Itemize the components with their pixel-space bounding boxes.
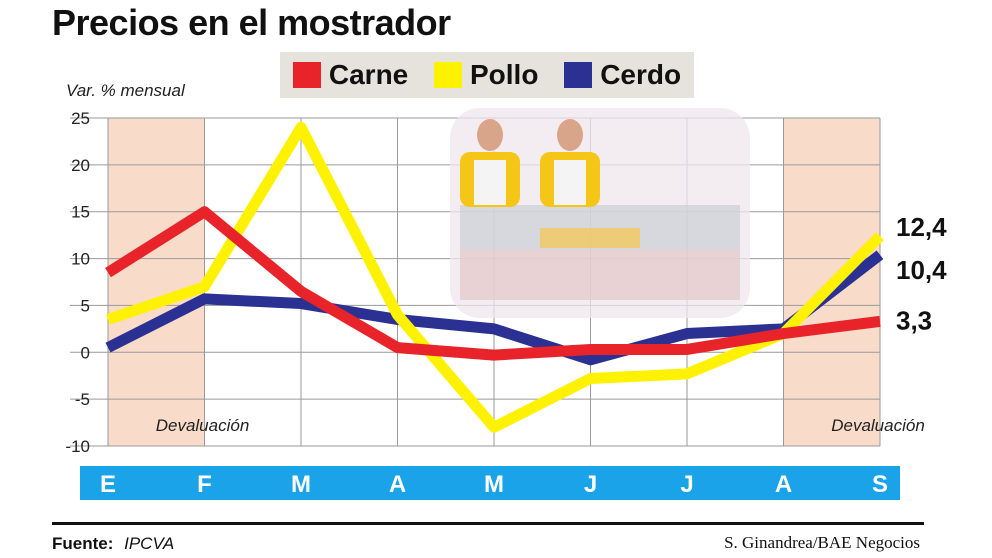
x-tick-label: M [484, 471, 504, 498]
source-label: Fuente: [52, 534, 114, 553]
x-tick-label: E [100, 471, 116, 498]
x-tick-label: M [291, 471, 311, 498]
legend-swatch-pollo [434, 62, 462, 88]
x-tick-label: J [584, 471, 597, 498]
legend-label-carne: Carne [328, 59, 409, 90]
legend-swatch-carne [292, 62, 321, 88]
legend-label-cerdo: Cerdo [600, 59, 682, 90]
photo-person-head [557, 119, 583, 151]
y-tick-label: 5 [81, 296, 90, 315]
credit: S. Ginandrea/BAE Negocios [724, 533, 920, 552]
footer-divider [52, 522, 924, 525]
source-value: IPCVA [124, 534, 175, 553]
series-line-cerdo [105, 250, 884, 366]
y-tick-label: -5 [75, 390, 90, 409]
legend-item-cerdo: Cerdo [564, 59, 681, 91]
end-label-pollo: 12,4 [896, 212, 947, 242]
annotation-devaluacion: Devaluación [831, 416, 925, 435]
end-label-carne: 3,3 [896, 305, 932, 335]
x-tick-label: S [872, 471, 888, 498]
source-note: Fuente: IPCVA [52, 534, 174, 554]
x-tick-label: J [680, 471, 693, 498]
butcher-photo [450, 108, 750, 318]
x-tick-label: A [389, 471, 406, 498]
y-tick-label: 20 [71, 156, 90, 175]
y-tick-label: 10 [71, 250, 90, 269]
x-tick-label: A [775, 471, 792, 498]
x-tick-label: F [197, 471, 212, 498]
legend-swatch-cerdo [564, 62, 593, 88]
shaded-period-1 [108, 118, 205, 446]
x-axis-band [80, 466, 900, 500]
y-tick-label: 15 [71, 203, 90, 222]
legend-item-pollo: Pollo [434, 59, 538, 91]
photo-meat [460, 250, 740, 300]
chart-title: Precios en el mostrador [52, 2, 451, 43]
y-tick-label: 0 [81, 343, 90, 362]
y-axis-label: Var. % mensual [66, 81, 185, 100]
annotation-devaluacion: Devaluación [156, 416, 250, 435]
legend-item-carne: Carne [292, 59, 409, 91]
line-chart: 25 20 15 10 5 0 -5 -10 E F M A M J J A S Devaluación Deval… [65, 108, 947, 500]
photo-person-head [477, 119, 503, 151]
photo-person-apron [554, 160, 586, 205]
end-label-cerdo: 10,4 [896, 255, 947, 285]
y-tick-label: 25 [71, 109, 90, 128]
legend-label-pollo: Pollo [470, 59, 539, 90]
legend: Carne Pollo Cerdo [280, 52, 694, 98]
series-line-carne [105, 206, 881, 361]
y-tick-label: -10 [65, 437, 90, 456]
photo-person-apron [474, 160, 506, 205]
photo-tray [540, 228, 640, 248]
